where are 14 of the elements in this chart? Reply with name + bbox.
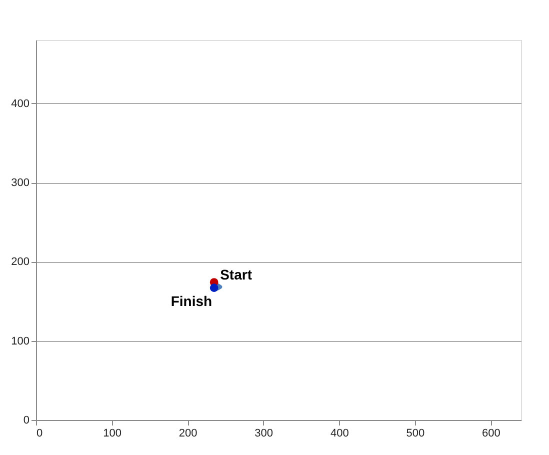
x-tick-label: 500 — [406, 428, 425, 440]
x-tick-label: 100 — [103, 428, 122, 440]
x-tick-label: 400 — [330, 428, 349, 440]
y-tick-label: 400 — [11, 98, 30, 110]
x-tick-label: 200 — [178, 428, 198, 440]
y-tick-label: 100 — [11, 335, 30, 348]
x-tick-label: 300 — [254, 428, 274, 440]
annotation: Finish — [170, 292, 212, 309]
y-tick-label: 0 — [23, 414, 30, 426]
x-tick-label: 600 — [482, 428, 500, 440]
x-tick-label: 0 — [36, 428, 43, 440]
annotation: Start — [220, 266, 252, 282]
y-tick-label: 300 — [11, 177, 30, 189]
y-tick-label: 200 — [11, 256, 30, 268]
